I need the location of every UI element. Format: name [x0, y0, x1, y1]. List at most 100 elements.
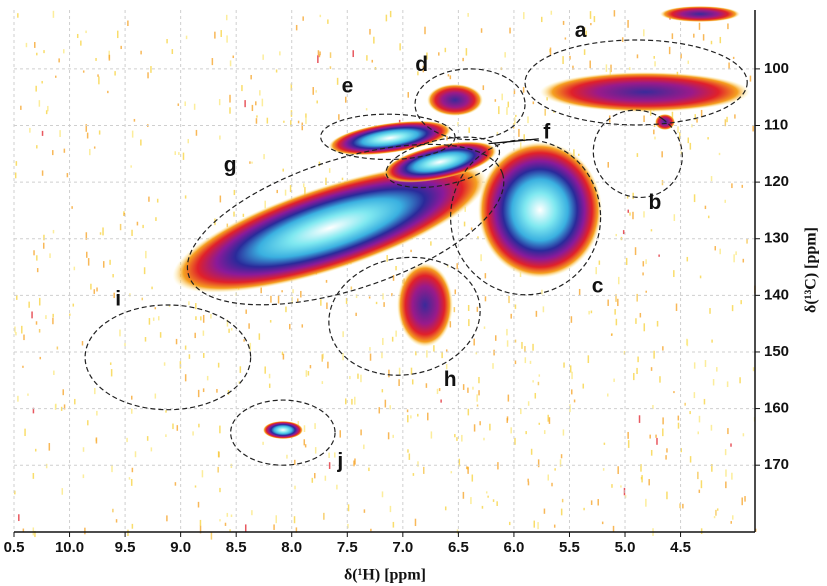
noise-speck — [571, 372, 573, 379]
noise-speck — [662, 346, 664, 350]
noise-speck — [473, 339, 475, 346]
noise-speck — [42, 170, 44, 175]
noise-speck — [456, 263, 458, 269]
noise-speck — [131, 230, 133, 236]
noise-speck — [541, 17, 543, 22]
noise-speck — [532, 344, 534, 351]
noise-speck — [382, 338, 384, 345]
noise-speck — [98, 77, 100, 85]
noise-speck — [614, 10, 616, 16]
spectrum-signal — [263, 421, 303, 439]
region-label: f — [543, 120, 551, 143]
noise-speck — [282, 169, 284, 172]
noise-speck — [521, 342, 523, 349]
noise-speck — [510, 427, 512, 433]
noise-speck — [114, 71, 116, 75]
x-tick-label: 9.5 — [115, 539, 136, 556]
noise-speck — [415, 519, 417, 526]
noise-speck — [410, 415, 412, 418]
noise-speck — [616, 319, 618, 326]
noise-speck — [39, 100, 41, 107]
noise-speck — [132, 468, 134, 472]
noise-speck — [218, 363, 220, 368]
noise-speck — [409, 454, 411, 460]
noise-speck — [186, 36, 188, 39]
noise-speck — [15, 173, 17, 179]
noise-speck — [388, 370, 390, 378]
noise-speck — [632, 193, 634, 199]
noise-speck — [437, 389, 439, 394]
noise-speck — [276, 69, 278, 72]
noise-speck — [107, 91, 109, 93]
noise-speck — [709, 308, 711, 314]
noise-speck — [388, 432, 390, 439]
noise-speck — [607, 162, 609, 168]
noise-speck — [243, 214, 245, 217]
noise-speck — [31, 311, 33, 318]
noise-speck — [693, 34, 695, 38]
noise-speck — [73, 304, 75, 307]
noise-speck — [746, 239, 748, 244]
noise-speck — [431, 431, 433, 438]
noise-speck — [74, 399, 76, 404]
noise-speck — [399, 43, 401, 50]
noise-speck — [689, 411, 691, 414]
noise-speck — [525, 431, 527, 434]
noise-speck — [270, 320, 272, 323]
noise-speck — [528, 482, 530, 486]
noise-speck — [322, 354, 324, 361]
noise-speck — [662, 417, 664, 424]
noise-speck — [229, 529, 231, 531]
noise-speck — [194, 104, 196, 110]
noise-speck — [166, 515, 168, 521]
noise-speck — [207, 376, 209, 380]
noise-speck — [426, 383, 428, 388]
noise-speck — [533, 101, 535, 104]
noise-speck — [290, 185, 292, 192]
noise-speck — [472, 387, 474, 390]
noise-speck — [183, 153, 185, 160]
noise-speck — [597, 499, 599, 505]
noise-speck — [24, 429, 26, 436]
noise-speck — [613, 379, 615, 382]
noise-speck — [230, 60, 232, 66]
noise-speck — [202, 470, 204, 477]
noise-speck — [627, 196, 629, 199]
noise-speck — [441, 351, 443, 358]
noise-speck — [651, 367, 653, 371]
noise-speck — [659, 376, 661, 382]
noise-speck — [251, 510, 253, 515]
region-label: i — [115, 287, 121, 310]
noise-speck — [515, 305, 517, 309]
noise-speck — [501, 94, 503, 101]
noise-speck — [219, 136, 221, 140]
noise-speck — [562, 56, 564, 64]
noise-speck — [112, 274, 114, 277]
spectrum-signal — [478, 142, 602, 278]
noise-speck — [245, 524, 247, 532]
noise-speck — [229, 107, 231, 113]
noise-speck — [382, 491, 384, 497]
noise-speck — [134, 119, 136, 122]
noise-speck — [149, 318, 151, 325]
noise-speck — [427, 413, 429, 421]
noise-speck — [250, 75, 252, 79]
noise-speck — [270, 296, 272, 303]
noise-speck — [678, 423, 680, 429]
noise-speck — [217, 467, 219, 473]
noise-speck — [185, 195, 187, 198]
noise-speck — [506, 107, 508, 115]
x-tick-label: 7.5 — [337, 539, 358, 556]
noise-speck — [214, 32, 216, 39]
noise-speck — [151, 447, 153, 451]
noise-speck — [103, 261, 105, 268]
noise-speck — [623, 230, 625, 234]
noise-speck — [562, 499, 564, 502]
noise-speck — [639, 415, 641, 423]
noise-speck — [527, 116, 529, 123]
noise-speck — [212, 58, 214, 65]
noise-speck — [263, 154, 265, 159]
noise-speck — [532, 380, 534, 382]
noise-speck — [637, 54, 639, 58]
noise-speck — [644, 323, 646, 331]
